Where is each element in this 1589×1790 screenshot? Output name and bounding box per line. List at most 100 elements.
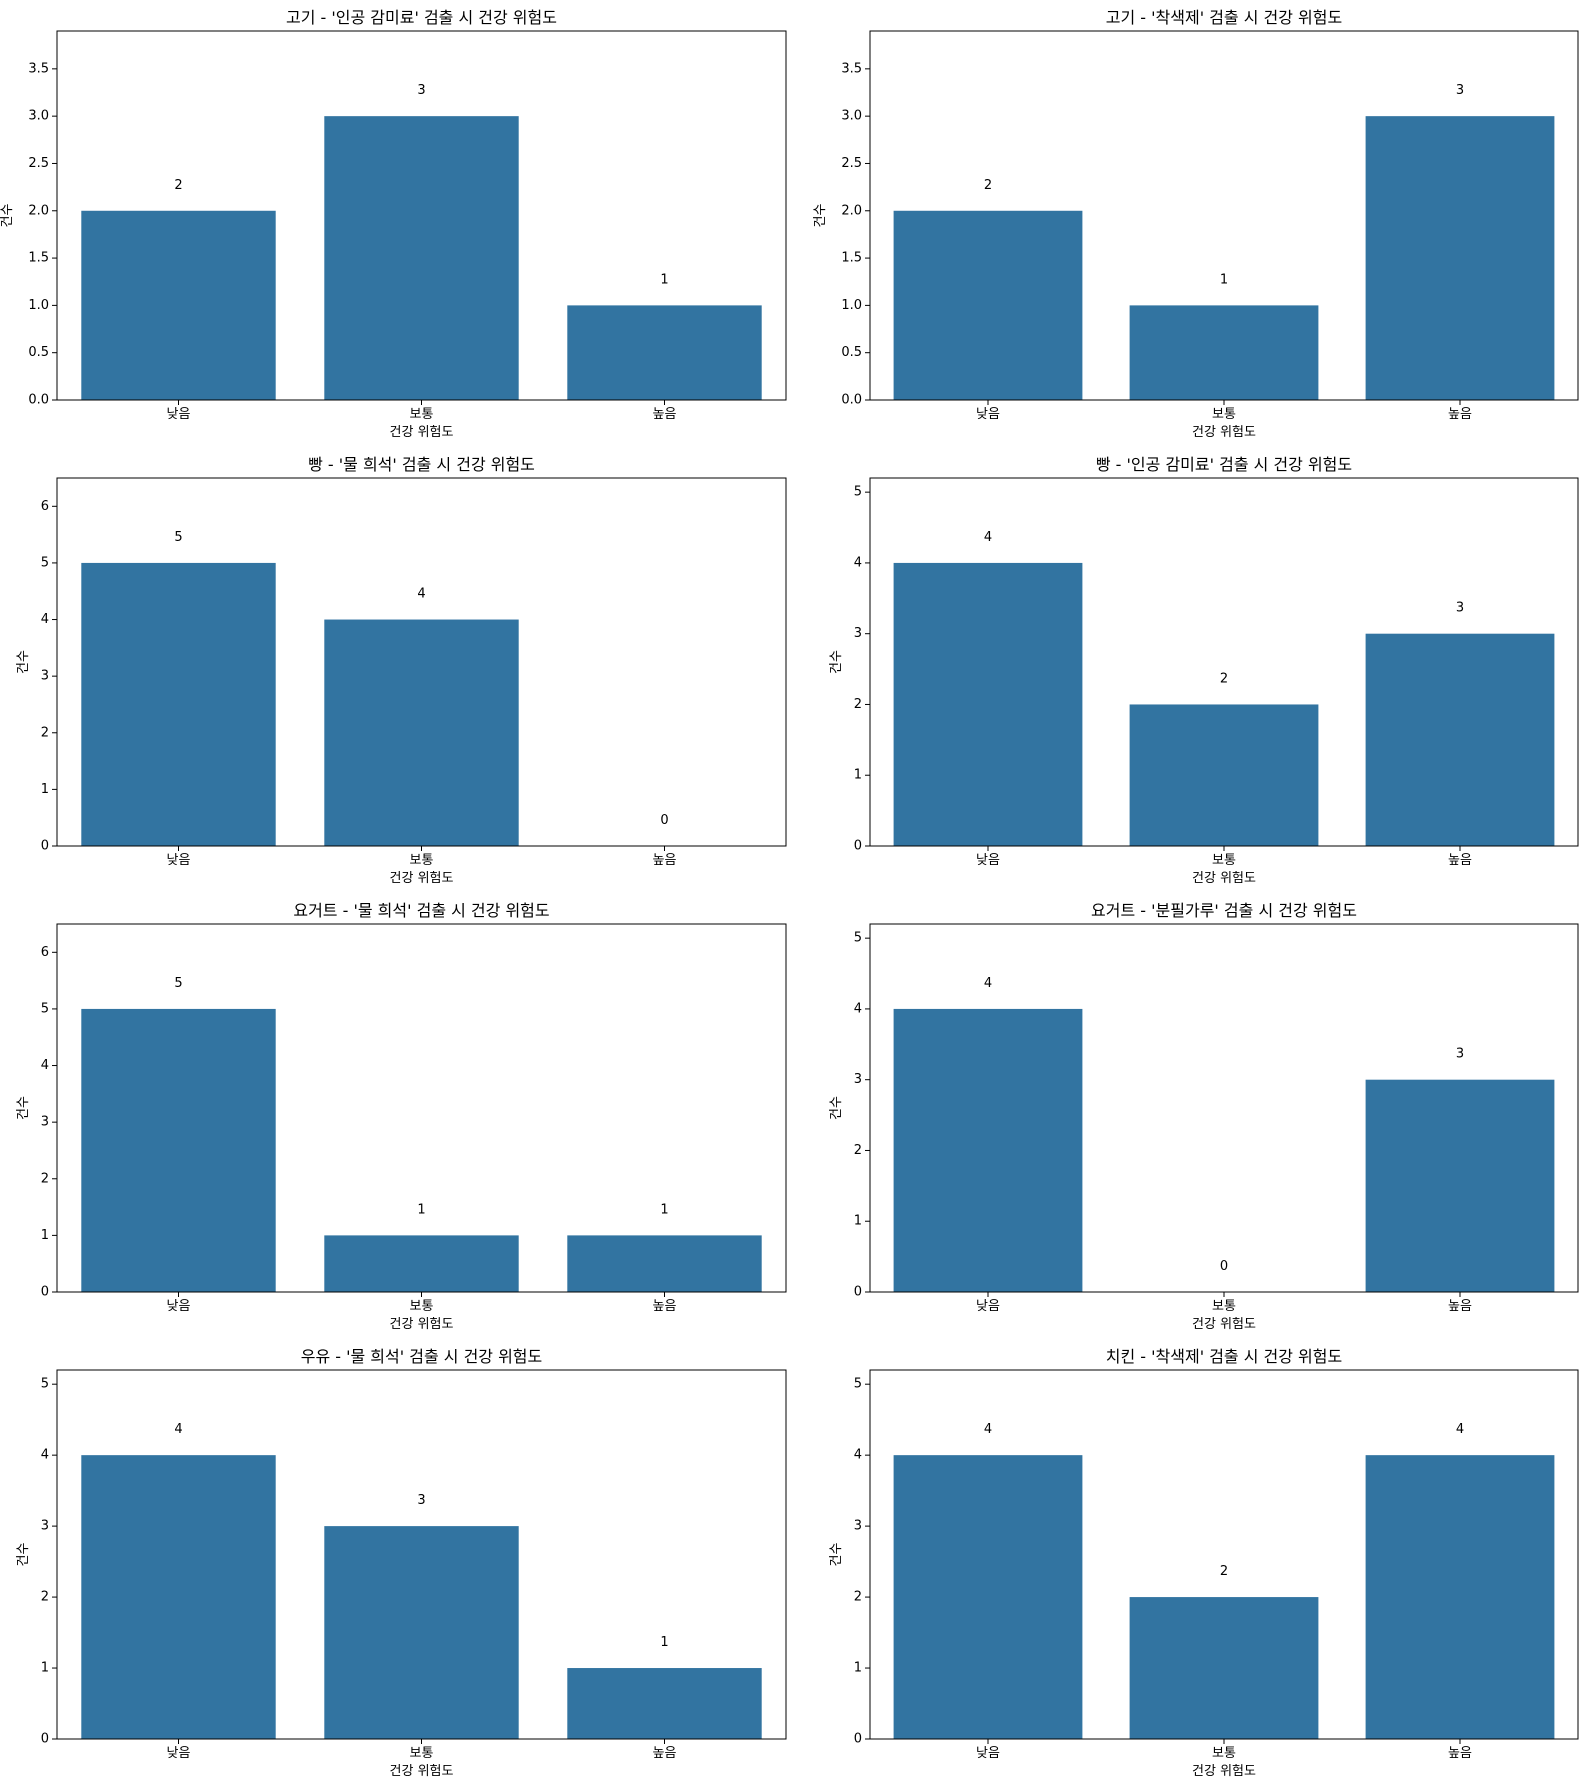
- data-label: 2: [1220, 1564, 1228, 1579]
- y-tick-label: 3.0: [28, 109, 49, 124]
- bar-2: [1129, 704, 1319, 846]
- bar-2: [324, 619, 519, 846]
- y-tick-label: 1.5: [28, 251, 49, 266]
- data-label: 3: [1456, 601, 1464, 616]
- y-tick-label: 3: [41, 669, 49, 684]
- data-label: 4: [417, 587, 425, 602]
- chart-panel-1: 0.0 0.5 1.0 1.5 2.0 2.5 3.0 3.5 낮음 보통 높음 2 3 1 고기 - '인…: [0, 8, 787, 440]
- y-tick-label: 3.5: [28, 61, 49, 76]
- data-label: 4: [984, 530, 992, 545]
- y-axis-label: 건수: [16, 650, 31, 674]
- chart-title: 우유 - '물 희석' 검출 시 건강 위험도: [301, 1347, 543, 1366]
- y-tick-label: 2: [41, 1590, 49, 1605]
- data-label: 3: [1456, 83, 1464, 98]
- data-label: 4: [174, 1422, 182, 1437]
- chart-panel-7: 0 1 2 3 4 5 낮음 보통 높음 4 3 1 우유 - '물 희석' 검출 시 건강 위험도건강…: [16, 1347, 787, 1779]
- x-tick-label: 낮음: [976, 407, 1000, 422]
- chart-title: 요거트 - '분필가루' 검출 시 건강 위험도: [1091, 901, 1357, 920]
- y-axis-label: 건수: [16, 1543, 31, 1567]
- data-label: 1: [417, 1202, 425, 1217]
- chart-panel-4: 0 1 2 3 4 5 낮음 보통 높음 4 2 3 빵 - '인공 감미료' 검출 시 건강 위험도건…: [829, 455, 1579, 886]
- y-tick-label: 3: [854, 1072, 862, 1087]
- y-tick-label: 3: [41, 1115, 49, 1130]
- data-label: 2: [984, 178, 992, 193]
- data-label: 3: [1456, 1047, 1464, 1062]
- chart-title: 빵 - '인공 감미료' 검출 시 건강 위험도: [1096, 455, 1352, 474]
- x-axis-label: 건강 위험도: [1192, 1317, 1256, 1332]
- x-tick-label: 보통: [410, 853, 434, 868]
- bar-3: [1365, 1079, 1555, 1292]
- data-label: 3: [417, 1493, 425, 1508]
- y-tick-label: 1: [41, 1228, 49, 1243]
- x-tick-label: 낮음: [976, 853, 1000, 868]
- bar-3: [1365, 1455, 1555, 1739]
- x-axis-label: 건강 위험도: [1192, 425, 1256, 440]
- data-label: 4: [1456, 1422, 1464, 1437]
- bar-1: [893, 1008, 1083, 1292]
- bar-2: [1129, 1597, 1319, 1739]
- y-tick-label: 1: [854, 1661, 862, 1676]
- y-tick-label: 6: [41, 945, 49, 960]
- y-tick-label: 5: [41, 1377, 49, 1392]
- y-tick-label: 1.0: [841, 298, 862, 313]
- bar-3: [1365, 116, 1555, 401]
- y-tick-label: 0.5: [28, 345, 49, 360]
- y-tick-label: 2: [854, 697, 862, 712]
- chart-panel-8: 0 1 2 3 4 5 낮음 보통 높음 4 2 4 치킨 - '착색제' 검출 시 건강 위험도건강 …: [829, 1347, 1579, 1779]
- data-label: 2: [174, 178, 182, 193]
- x-tick-label: 높음: [1448, 407, 1472, 422]
- bar-3: [567, 305, 762, 400]
- chart-title: 고기 - '인공 감미료' 검출 시 건강 위험도: [286, 8, 557, 27]
- y-tick-label: 4: [854, 1448, 862, 1463]
- y-tick-label: 0: [854, 1732, 862, 1747]
- y-tick-label: 1: [854, 1214, 862, 1229]
- y-axis-label: 건수: [0, 204, 15, 228]
- y-tick-label: 2: [41, 1171, 49, 1186]
- bar-1: [81, 1455, 276, 1739]
- y-tick-label: 0: [41, 839, 49, 854]
- x-tick-label: 보통: [1212, 1746, 1236, 1761]
- x-tick-label: 높음: [653, 1299, 677, 1314]
- y-axis-label: 건수: [829, 650, 844, 674]
- y-tick-label: 3: [854, 626, 862, 641]
- x-axis-label: 건강 위험도: [390, 1317, 454, 1332]
- x-tick-label: 보통: [1212, 853, 1236, 868]
- x-tick-label: 낮음: [167, 407, 191, 422]
- y-tick-label: 0: [854, 839, 862, 854]
- y-tick-label: 0: [41, 1285, 49, 1300]
- y-axis-label: 건수: [813, 204, 828, 228]
- x-axis-label: 건강 위험도: [1192, 1764, 1256, 1779]
- y-tick-label: 5: [854, 931, 862, 946]
- bar-1: [81, 562, 276, 846]
- x-axis-label: 건강 위험도: [1192, 871, 1256, 886]
- bar-1: [81, 210, 276, 400]
- y-tick-label: 5: [854, 1377, 862, 1392]
- x-tick-label: 보통: [1212, 407, 1236, 422]
- y-tick-label: 3.0: [841, 109, 862, 124]
- x-tick-label: 보통: [410, 1299, 434, 1314]
- bar-1: [81, 1008, 276, 1292]
- y-tick-label: 2: [854, 1143, 862, 1158]
- y-tick-label: 2: [854, 1590, 862, 1605]
- data-label: 0: [1220, 1259, 1228, 1274]
- bar-1: [893, 1455, 1083, 1739]
- bar-3: [1365, 633, 1555, 846]
- x-tick-label: 보통: [410, 407, 434, 422]
- x-tick-label: 낮음: [167, 853, 191, 868]
- data-label: 0: [660, 813, 668, 828]
- chart-panel-3: 0 1 2 3 4 5 6 낮음 보통 높음 5 4 0 빵 - '물 희석' 검출 시 건강 위험도건강…: [16, 455, 787, 886]
- y-tick-label: 0.0: [28, 393, 49, 408]
- y-tick-label: 0: [41, 1732, 49, 1747]
- x-tick-label: 낮음: [976, 1746, 1000, 1761]
- data-label: 5: [174, 530, 182, 545]
- chart-panel-2: 0.0 0.5 1.0 1.5 2.0 2.5 3.0 3.5 낮음 보통 높음 2 1 3 고기 - '착…: [813, 8, 1579, 440]
- y-tick-label: 3: [41, 1519, 49, 1534]
- y-tick-label: 4: [41, 612, 49, 627]
- y-tick-label: 2.0: [28, 203, 49, 218]
- y-tick-label: 2.5: [841, 156, 862, 171]
- x-tick-label: 높음: [653, 1746, 677, 1761]
- x-axis-label: 건강 위험도: [390, 1764, 454, 1779]
- data-label: 1: [1220, 272, 1228, 287]
- chart-title: 요거트 - '물 희석' 검출 시 건강 위험도: [293, 901, 549, 920]
